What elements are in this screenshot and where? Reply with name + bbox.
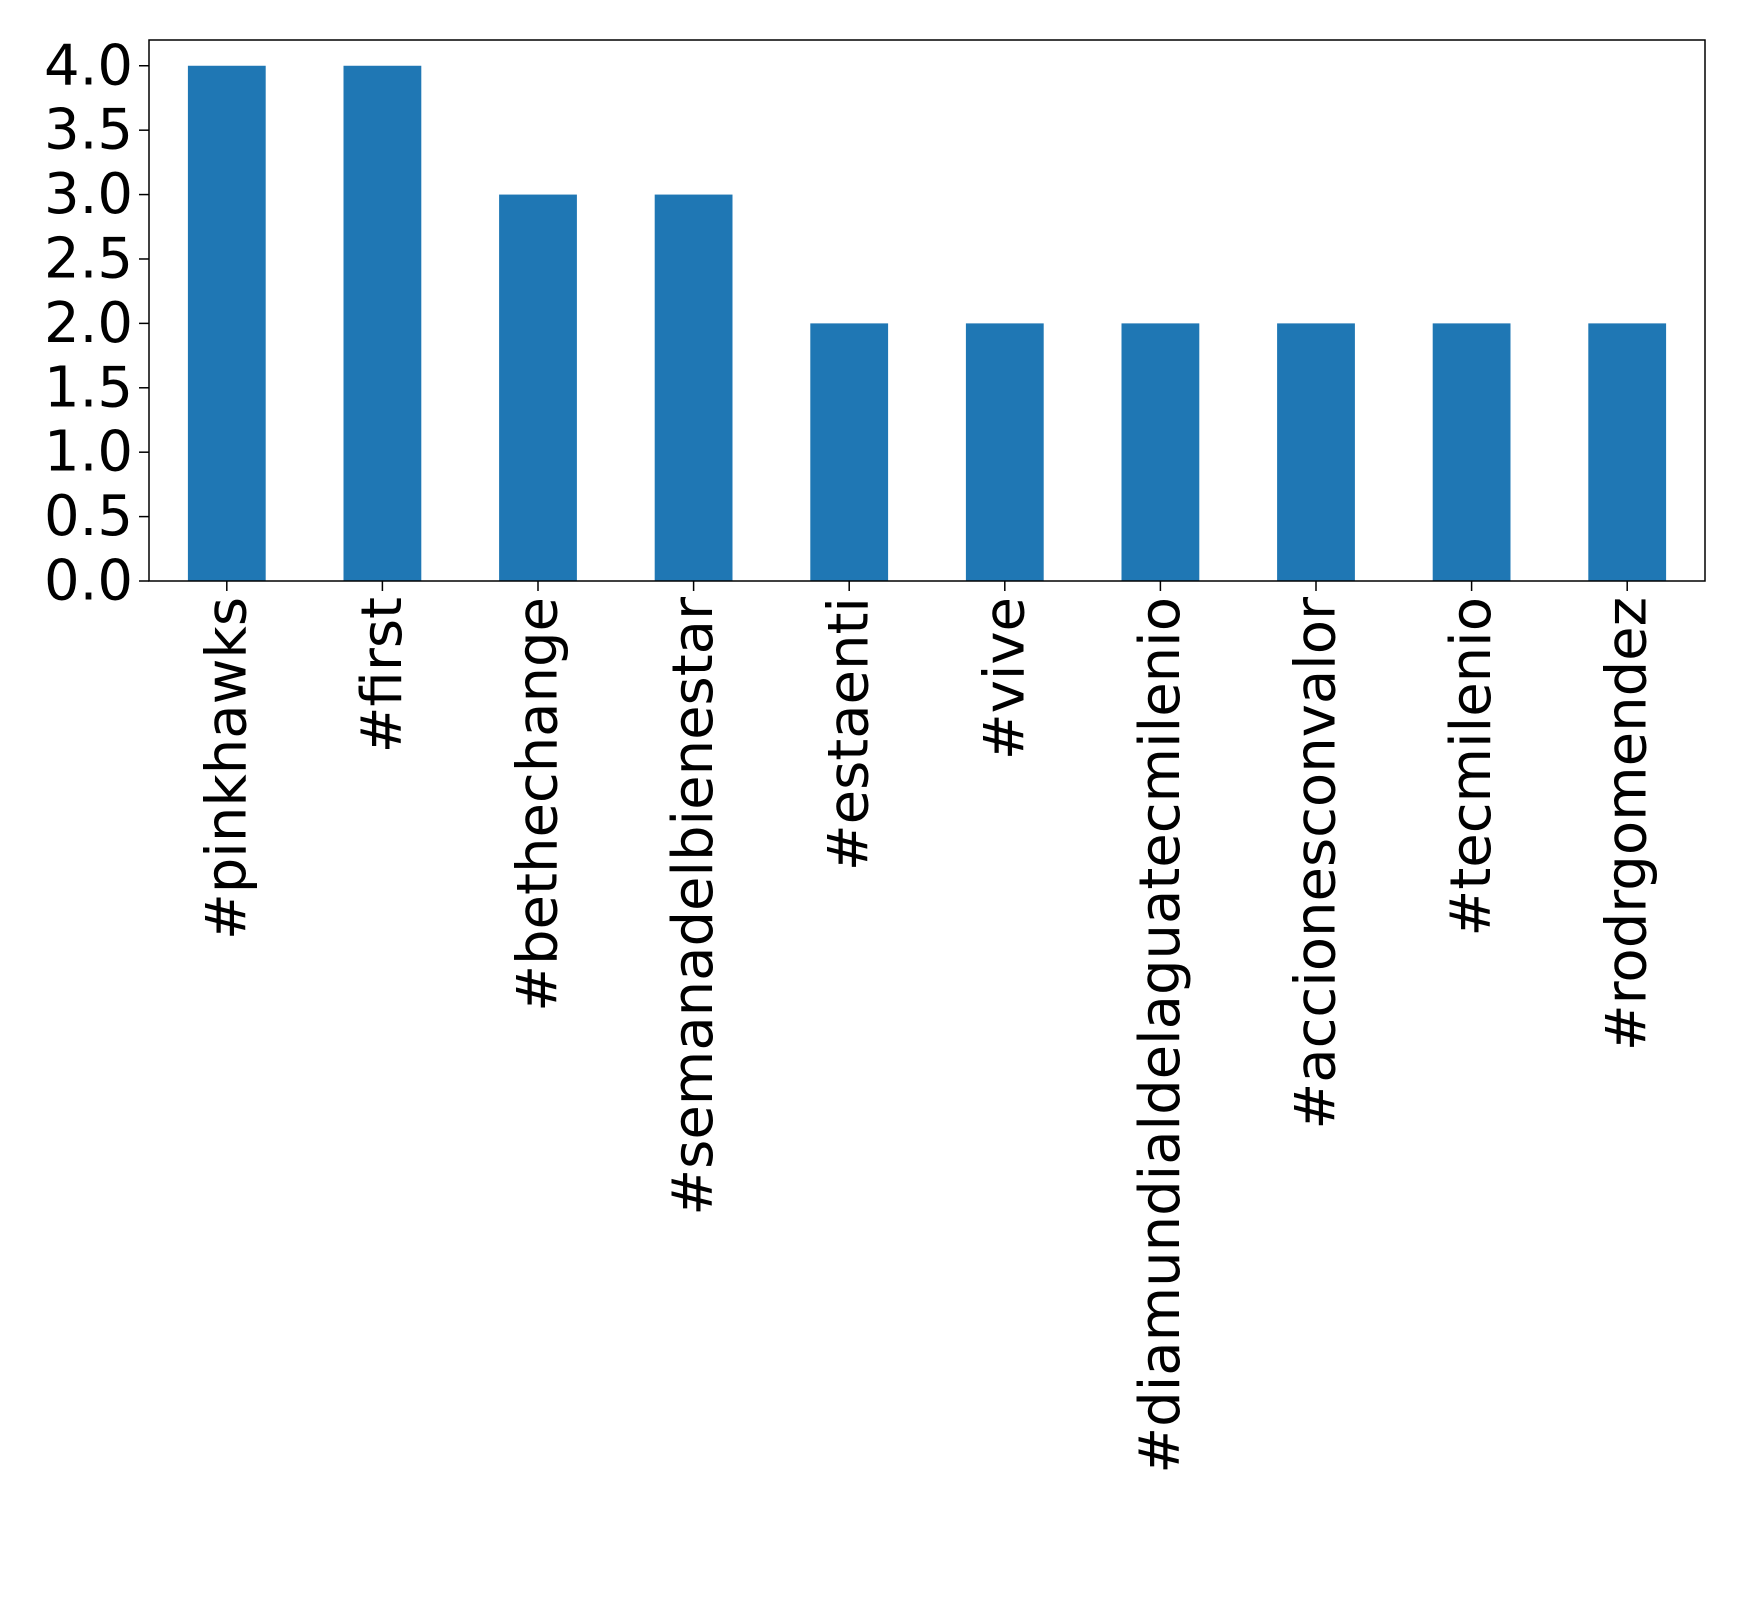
y-axis: 0.00.51.01.52.02.53.03.54.0: [44, 33, 149, 614]
x-category-label: #pinkhawks: [194, 597, 259, 940]
y-tick-label: 4.0: [44, 33, 133, 98]
x-category-label: #diamundialdelaguatecmilenio: [1128, 597, 1193, 1474]
x-category-label: #semanadelbienestar: [661, 596, 726, 1216]
y-tick-label: 0.5: [44, 484, 133, 549]
bar-estaenti: [810, 323, 889, 581]
y-tick-label: 0.0: [44, 549, 133, 614]
x-category-label: #rodrgomendez: [1595, 597, 1660, 1051]
y-tick-label: 3.5: [44, 98, 133, 163]
plot-frame: [148, 39, 1706, 582]
y-tick-label: 2.5: [44, 226, 133, 291]
x-category-label: #estaenti: [817, 597, 882, 871]
y-tick-label: 1.0: [44, 420, 133, 485]
x-category-label: #vive: [972, 597, 1037, 760]
bar-semanadelbienestar: [654, 194, 733, 581]
bar-vive: [965, 323, 1044, 581]
x-axis: #pinkhawks #first #bethechange #semanadelbi…: [194, 581, 1660, 1474]
bar-accionesconvalor: [1277, 323, 1355, 581]
y-tick-label: 2.0: [44, 291, 133, 356]
bar-pinkhawks: [187, 65, 266, 581]
bar-tecmilenio: [1432, 323, 1511, 581]
bar-bethechange: [499, 194, 577, 581]
x-category-label: #tecmilenio: [1439, 597, 1504, 937]
y-tick-label: 1.5: [44, 355, 133, 420]
x-category-label: #bethechange: [506, 597, 571, 1012]
bar-diamundialdelaguatecmilenio: [1121, 323, 1200, 581]
bars-layer: [187, 65, 1667, 581]
x-category-label: #first: [350, 597, 415, 753]
bar-first: [343, 65, 422, 581]
bar-rodrgomendez: [1588, 323, 1667, 581]
y-tick-label: 3.0: [44, 162, 133, 227]
x-category-label: #accionesconvalor: [1284, 596, 1349, 1130]
